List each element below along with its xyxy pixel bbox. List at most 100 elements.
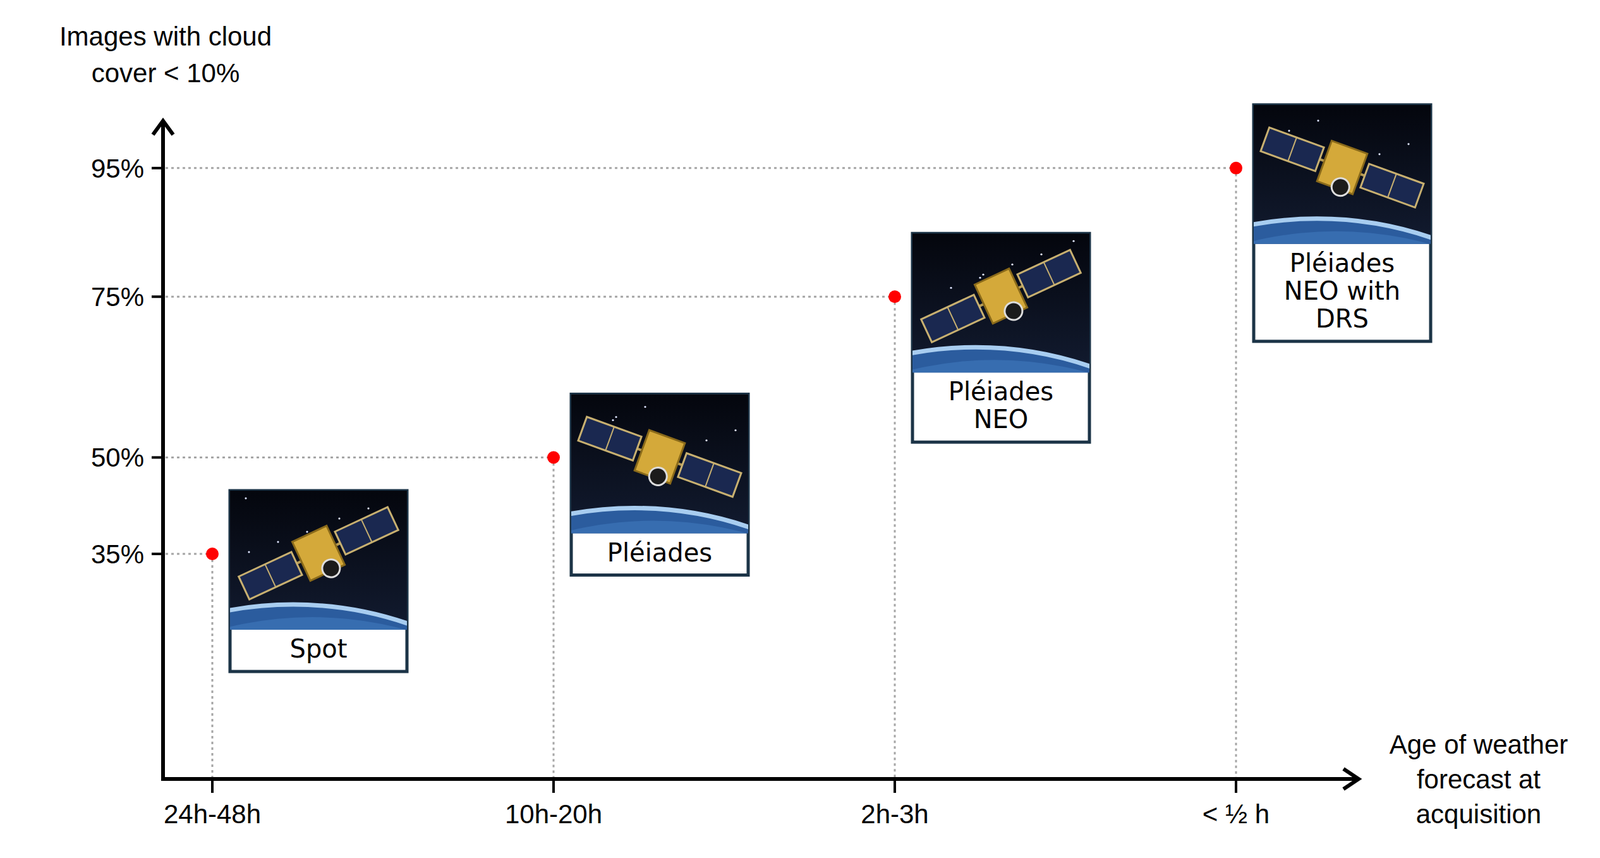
star (1407, 142, 1410, 145)
satellite (917, 241, 1088, 356)
drop-line-v (552, 457, 555, 778)
star (949, 286, 952, 289)
star (1287, 129, 1290, 132)
x-tick (552, 778, 555, 793)
panel (1017, 249, 1081, 297)
panel (1360, 163, 1424, 208)
chart: Images with cloud cover < 10% 35% 50% 75% 95%… (0, 0, 1600, 858)
satellite-card: PléiadesNEO withDRS (963, 104, 1600, 858)
y-tick-label: 35% (90, 539, 145, 569)
y-axis (161, 121, 165, 780)
panel (334, 506, 399, 555)
satellite-image (912, 233, 1090, 373)
earth-shade (912, 359, 1090, 373)
star (244, 496, 247, 499)
star (1072, 240, 1075, 243)
x-tick (211, 778, 214, 793)
star (611, 418, 614, 421)
y-tick-label: 50% (90, 442, 145, 473)
star (247, 550, 250, 553)
star (1316, 119, 1319, 122)
star (614, 415, 617, 418)
satellite-label: PléiadesNEO (948, 376, 1054, 434)
drop-line-v (1235, 168, 1238, 777)
satellite-label: Spot (290, 633, 348, 663)
panel (678, 453, 742, 497)
text-line: Pléiades (607, 537, 713, 567)
body (974, 268, 1027, 324)
text-line: Pléiades (1289, 248, 1395, 278)
star (367, 506, 370, 509)
earth-shade (571, 520, 749, 534)
text-line: DRS (1315, 303, 1369, 334)
instrument (646, 464, 670, 488)
y-tick-label: 75% (90, 281, 145, 312)
panel-line (705, 462, 715, 487)
x-tick (893, 778, 897, 793)
card-frame (230, 490, 407, 672)
star (1378, 152, 1381, 155)
star (305, 530, 308, 533)
satellite (1255, 118, 1427, 222)
x-axis-arrow (1343, 768, 1359, 789)
earth-shade (230, 616, 407, 630)
panel-line (1387, 173, 1397, 198)
panel (578, 416, 642, 461)
star (981, 273, 984, 276)
panel-line (1043, 262, 1055, 285)
marks (165, 161, 1243, 777)
instrument (1328, 175, 1352, 199)
drop-line-h (165, 166, 1237, 169)
text-line: acquisition (1416, 798, 1542, 829)
satellite (235, 498, 406, 613)
point (1229, 161, 1243, 175)
instrument (1001, 298, 1025, 323)
star (1011, 263, 1013, 266)
panel-line (1287, 137, 1297, 162)
body (291, 525, 345, 581)
text-line: Age of weather (1389, 729, 1569, 759)
star (734, 429, 737, 431)
star (338, 516, 340, 519)
point (206, 547, 219, 560)
point (888, 290, 902, 303)
satellite-image (571, 394, 749, 534)
text-line: NEO (973, 404, 1029, 434)
card-frame (571, 394, 749, 576)
x-axis-title: Age of weather forecast at acquisition (1389, 729, 1569, 829)
star (643, 405, 646, 408)
panel-line (264, 563, 276, 587)
satellite (573, 408, 745, 511)
text-line: Images with cloud (59, 21, 272, 52)
satellite-card: Spot (0, 490, 667, 858)
drop-line-v (894, 296, 897, 777)
satellite-image (230, 490, 407, 630)
satellite-label: PléiadesNEO withDRS (1284, 248, 1401, 334)
panel-line (605, 426, 615, 451)
text-line: forecast at (1416, 763, 1541, 794)
x-tick-label: 2h-3h (860, 798, 929, 829)
star (705, 439, 708, 442)
x-tick-label: < ½ h (1202, 798, 1270, 829)
satellite-card: Pléiades (280, 394, 1008, 858)
card-frame (912, 233, 1090, 442)
y-axis-arrow (152, 120, 174, 135)
satellite-label: Pléiades (607, 537, 713, 567)
x-tick-label: 24h-48h (163, 798, 261, 829)
text-line: cover < 10% (91, 58, 241, 88)
drop-line-h (165, 295, 895, 298)
star (978, 276, 981, 279)
star (276, 540, 279, 543)
earth-shade (1253, 231, 1431, 244)
x-tick (1234, 778, 1238, 793)
panel (921, 294, 985, 342)
panel (238, 551, 303, 600)
y-axis-title: Images with cloud cover < 10% (59, 21, 272, 88)
y-tick-label: 95% (90, 153, 145, 184)
panel-line (947, 307, 958, 330)
star (1040, 253, 1043, 256)
x-axis (161, 776, 1358, 781)
panel-line (361, 518, 373, 542)
drop-line-h (165, 456, 554, 459)
drop-line-v (211, 553, 214, 777)
